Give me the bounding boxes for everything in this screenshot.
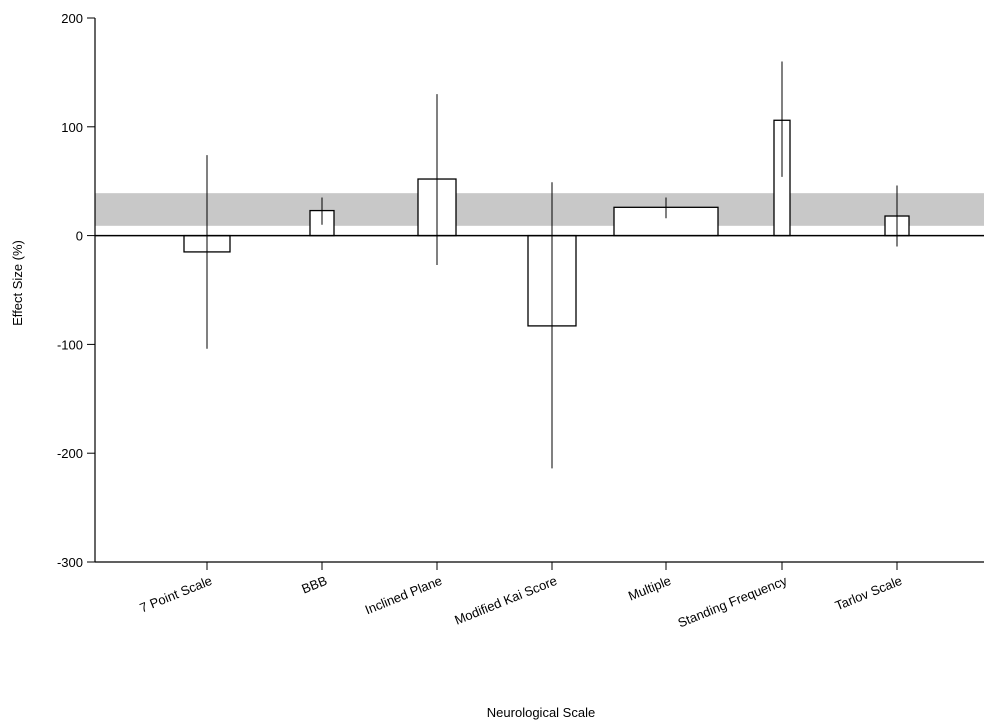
- reference-band-layer: [95, 193, 984, 226]
- y-axis-title: Effect Size (%): [10, 240, 25, 326]
- y-tick-label: 0: [76, 229, 83, 244]
- bars-layer: [183, 61, 910, 469]
- x-tick-label: 7 Point Scale: [137, 573, 214, 616]
- labels-layer: -300 -200 -100 0 100 200 7 Point Scale BBB Incli…: [57, 11, 904, 630]
- x-tick-label: Modified Kai Score: [452, 573, 559, 628]
- x-tick-label: Inclined Plane: [363, 573, 444, 618]
- reference-band: [95, 193, 984, 226]
- y-tick-label: 200: [61, 11, 83, 26]
- x-tick-label: BBB: [299, 573, 329, 597]
- x-tick-label: Multiple: [626, 573, 673, 604]
- x-axis-title: Neurological Scale: [487, 705, 595, 720]
- y-tick-label: -200: [57, 446, 83, 461]
- y-tick-label: 100: [61, 120, 83, 135]
- x-tick-label: Standing Frequency: [676, 573, 790, 631]
- x-tick-label: Tarlov Scale: [833, 573, 904, 613]
- axes-layer: [87, 17, 984, 570]
- y-tick-label: -100: [57, 337, 83, 352]
- y-tick-label: -300: [57, 555, 83, 570]
